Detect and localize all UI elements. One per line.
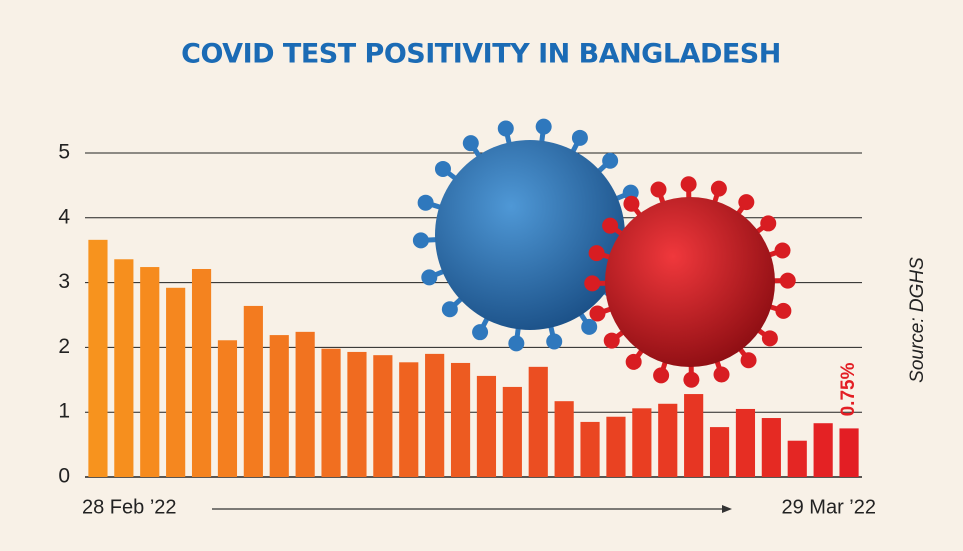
y-tick-label: 5	[58, 141, 70, 164]
spike-head	[760, 215, 777, 232]
spike-head	[581, 318, 598, 335]
chart-title: COVID TEST POSITIVITY IN BANGLADESH	[181, 39, 781, 70]
spike-head	[603, 332, 620, 349]
bar	[735, 408, 756, 477]
bar	[425, 353, 445, 477]
x-tick-label: 28 Feb ’22	[82, 496, 177, 518]
bar	[632, 408, 652, 477]
spike-head	[421, 269, 438, 286]
spike-head	[417, 194, 434, 211]
spike-head	[625, 353, 642, 370]
spike-head	[680, 176, 697, 193]
y-tick-label: 2	[58, 335, 70, 358]
bar	[295, 331, 315, 477]
spike-head	[472, 324, 489, 341]
spike-head	[546, 333, 563, 350]
spike-head	[602, 217, 619, 234]
bar	[166, 287, 186, 477]
x-tick-label: 29 Mar ’22	[782, 496, 877, 518]
bar	[88, 239, 108, 477]
bar	[787, 440, 807, 477]
spike-head	[412, 232, 429, 249]
bars	[88, 239, 859, 477]
spike-head	[441, 301, 458, 318]
bar	[217, 340, 238, 477]
spike-head	[738, 194, 755, 211]
spike-head	[584, 275, 601, 292]
bar	[399, 362, 419, 477]
bar	[528, 366, 548, 477]
arrow-head	[722, 505, 732, 513]
spike-head	[535, 118, 552, 135]
spike-head	[761, 330, 778, 347]
spike-head	[623, 195, 640, 212]
virus-body	[435, 140, 625, 330]
bar	[347, 351, 367, 477]
value-label: 0.75%	[838, 362, 859, 416]
spike-head	[650, 181, 667, 198]
bar	[502, 386, 522, 477]
spike-head	[774, 242, 791, 259]
bar	[813, 423, 833, 477]
spike-head	[588, 245, 605, 262]
bar	[373, 355, 393, 477]
bar	[191, 268, 212, 477]
bar	[709, 427, 730, 477]
spike-head	[713, 366, 730, 383]
bar	[243, 305, 263, 477]
source: Source: DGHS	[907, 257, 928, 383]
spike-head	[779, 272, 796, 289]
bar	[476, 375, 497, 477]
spike-head	[497, 120, 514, 137]
spike-head	[653, 367, 670, 384]
bar	[321, 348, 341, 477]
y-tick-label: 0	[58, 465, 70, 488]
bar	[761, 418, 781, 477]
spike-head	[571, 129, 588, 146]
virus-illustration	[412, 118, 796, 388]
spike-head	[710, 180, 727, 197]
spike-head	[589, 305, 606, 322]
bar	[684, 394, 704, 477]
bar	[114, 259, 134, 477]
y-tick-label: 4	[58, 205, 70, 228]
bar	[839, 428, 859, 477]
bar	[140, 267, 160, 477]
y-tick-label: 3	[58, 270, 70, 293]
y-tick-label: 1	[58, 400, 70, 423]
spike-head	[508, 335, 525, 352]
spike-head	[434, 160, 451, 177]
bar	[554, 401, 574, 477]
spike-head	[775, 302, 792, 319]
bar	[658, 403, 678, 477]
bar	[269, 335, 289, 477]
spike-head	[602, 152, 619, 169]
spike-head	[462, 135, 479, 152]
bar	[450, 362, 471, 477]
spike-head	[740, 352, 757, 369]
virus-body	[605, 197, 775, 367]
spike-head	[683, 371, 700, 388]
bar	[580, 421, 600, 477]
bar	[606, 416, 626, 477]
